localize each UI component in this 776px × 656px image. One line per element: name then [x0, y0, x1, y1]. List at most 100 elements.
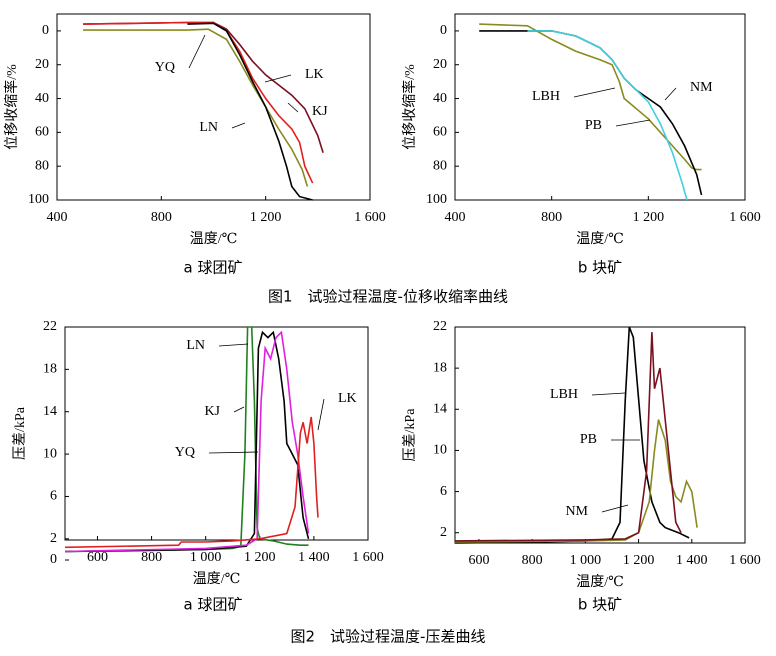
- annotation-arrow: [188, 34, 206, 69]
- y-tick-label: 40: [35, 91, 49, 106]
- series-label: YQ: [175, 445, 195, 460]
- x-tick-label: 1 600: [729, 553, 761, 568]
- data-line: [83, 28, 309, 187]
- y-tick-label: 60: [433, 125, 447, 140]
- x-axis-label: 温度/℃: [576, 231, 624, 247]
- y-tick-label: 18: [433, 360, 447, 375]
- annotation-arrow: [573, 87, 616, 98]
- annotation-arrow: [208, 451, 259, 454]
- annotation-arrow: [601, 504, 629, 513]
- y-tick-label: 20: [433, 57, 447, 72]
- plot-frame: [454, 326, 746, 544]
- x-tick-label: 1 000: [570, 553, 602, 568]
- x-tick-label: 400: [47, 210, 68, 225]
- x-axis-label: 温度/℃: [576, 574, 624, 590]
- annotation-arrow: [231, 122, 246, 129]
- y-tick-label: 20: [35, 57, 49, 72]
- series-label: LK: [305, 67, 324, 82]
- data-line: [479, 23, 702, 171]
- y-tick-label: 0: [440, 23, 447, 38]
- y-tick-label: 2: [50, 531, 57, 546]
- y-axis-label: 位移收缩率/%: [3, 64, 20, 150]
- series-label: PB: [585, 118, 602, 133]
- x-tick-label: 800: [541, 210, 562, 225]
- y-tick-label: 0: [42, 23, 49, 38]
- series-label: NM: [565, 504, 588, 519]
- x-tick-label: 1 400: [676, 553, 708, 568]
- series-label: LN: [199, 120, 218, 135]
- y-tick-label: 10: [43, 446, 57, 461]
- y-tick-label: 60: [35, 125, 49, 140]
- y-tick-label: 6: [440, 484, 447, 499]
- y-tick-label: 0: [50, 552, 57, 567]
- data-line: [64, 330, 310, 553]
- x-tick-label: 800: [151, 210, 172, 225]
- y-tick-label: 22: [433, 319, 447, 334]
- series-label: LBH: [550, 387, 578, 402]
- annotation-arrow: [218, 343, 249, 347]
- y-tick-label: 22: [43, 319, 57, 334]
- y-tick-label: 14: [43, 404, 57, 419]
- x-tick-label: 600: [87, 550, 108, 565]
- x-tick-label: 1 200: [623, 553, 655, 568]
- x-tick-label: 1 600: [352, 550, 384, 565]
- data-line: [64, 416, 319, 549]
- data-line: [454, 332, 682, 542]
- y-axis-label: 压差/kPa: [402, 408, 418, 462]
- data-line: [64, 326, 309, 553]
- plot-frame: [454, 13, 746, 201]
- y-axis-label: 位移收缩率/%: [401, 64, 418, 150]
- x-tick-label: 1 200: [250, 210, 282, 225]
- chart-caption: a 球团矿: [184, 259, 243, 277]
- series-label: LK: [338, 391, 357, 406]
- x-tick-label: 400: [445, 210, 466, 225]
- y-tick-label: 18: [43, 362, 57, 377]
- chart-caption: a 球团矿: [184, 596, 243, 614]
- y-tick-label: 10: [433, 443, 447, 458]
- series-label: LBH: [532, 89, 560, 104]
- annotation-arrow: [317, 398, 325, 431]
- y-tick-label: 80: [35, 158, 49, 173]
- data-line: [187, 22, 313, 201]
- y-tick-label: 100: [426, 192, 447, 207]
- x-axis-label: 温度/℃: [193, 571, 241, 587]
- x-tick-label: 1 600: [354, 210, 386, 225]
- annotation-arrow: [287, 102, 299, 113]
- series-label: NM: [690, 80, 713, 95]
- plot-frame: [64, 326, 369, 541]
- x-tick-label: 800: [141, 550, 162, 565]
- series-label: PB: [580, 432, 597, 447]
- x-tick-label: 1 600: [729, 210, 761, 225]
- annotation-arrow: [591, 392, 626, 396]
- x-axis-label: 温度/℃: [190, 231, 238, 247]
- data-line: [527, 30, 688, 201]
- series-label: YQ: [155, 60, 175, 75]
- y-axis-label: 压差/kPa: [12, 406, 28, 460]
- chart-caption: b 块矿: [578, 259, 622, 277]
- x-tick-label: 1 200: [633, 210, 665, 225]
- y-tick-label: 6: [50, 489, 57, 504]
- x-tick-label: 800: [522, 553, 543, 568]
- x-tick-label: 1 400: [298, 550, 330, 565]
- annotation-arrow: [664, 87, 677, 101]
- y-tick-label: 2: [440, 525, 447, 540]
- annotation-arrow: [264, 74, 292, 83]
- x-tick-label: 1 000: [190, 550, 222, 565]
- data-line: [64, 330, 310, 553]
- x-tick-label: 600: [468, 553, 489, 568]
- series-label: LN: [186, 338, 205, 353]
- annotation-arrow: [615, 119, 651, 127]
- y-tick-label: 40: [433, 91, 447, 106]
- figure-caption: 图1 试验过程温度-位移收缩率曲线: [268, 288, 508, 306]
- x-tick-label: 1 200: [244, 550, 276, 565]
- series-label: KJ: [312, 104, 328, 119]
- y-tick-label: 100: [28, 192, 49, 207]
- y-tick-label: 14: [433, 402, 447, 417]
- plot-frame: [56, 13, 371, 201]
- data-line: [83, 21, 314, 184]
- chart-caption: b 块矿: [578, 596, 622, 614]
- figure-caption: 图2 试验过程温度-压差曲线: [291, 628, 486, 646]
- series-label: KJ: [204, 404, 220, 419]
- y-tick-label: 80: [433, 158, 447, 173]
